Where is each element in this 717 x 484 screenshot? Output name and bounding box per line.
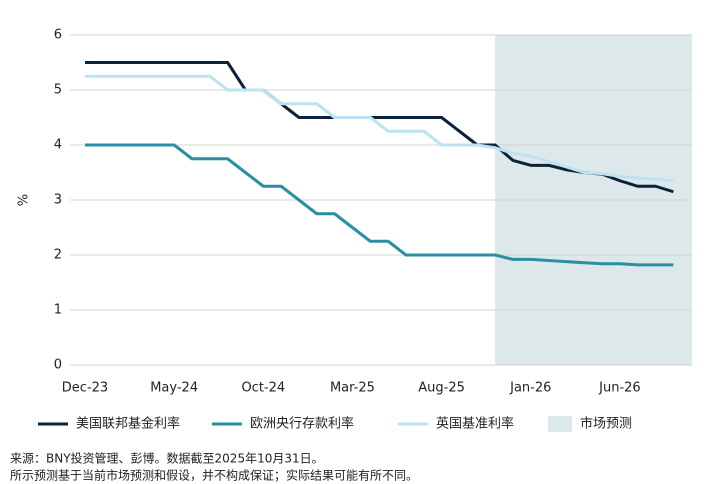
- labels-layer: 0 1 2 3 4 5 6 Dec-23 May-24 Oct-24 Mar-25 Aug-25 Jan…: [38, 28, 641, 432]
- y-tick-label: 2: [54, 248, 62, 263]
- x-tick-label: Dec-23: [62, 381, 108, 396]
- series-line: [85, 143, 674, 267]
- lines-layer: [85, 61, 674, 267]
- y-tick-label: 4: [54, 138, 62, 153]
- series-line: [85, 74, 674, 183]
- footnote: 所示预测基于当前市场预测和假设，并不构成保证；实际结果可能有所不同。: [10, 468, 418, 483]
- legend-swatch: [548, 416, 572, 432]
- legend-label: 市场预测: [580, 416, 632, 432]
- y-tick-label: 0: [54, 358, 62, 373]
- legend-label: 美国联邦基金利率: [76, 416, 180, 432]
- y-tick-label: 6: [54, 28, 62, 43]
- x-tick-label: Oct-24: [241, 381, 285, 396]
- legend-label: 英国基准利率: [436, 416, 514, 432]
- y-tick-label: 5: [54, 83, 62, 98]
- x-tick-label: Jan-26: [509, 381, 551, 396]
- x-tick-label: Aug-25: [418, 381, 465, 396]
- y-tick-label: 1: [54, 303, 62, 318]
- y-tick-label: 3: [54, 193, 62, 208]
- footnote: 来源：BNY投资管理、彭博。数据截至2025年10月31日。: [10, 451, 324, 466]
- y-axis-label: %: [17, 194, 32, 206]
- x-tick-label: Mar-25: [330, 381, 375, 396]
- legend-label: 欧洲央行存款利率: [250, 416, 354, 432]
- grid-layer: [70, 34, 692, 366]
- x-tick-label: Jun-26: [598, 381, 641, 396]
- x-tick-label: May-24: [150, 381, 198, 396]
